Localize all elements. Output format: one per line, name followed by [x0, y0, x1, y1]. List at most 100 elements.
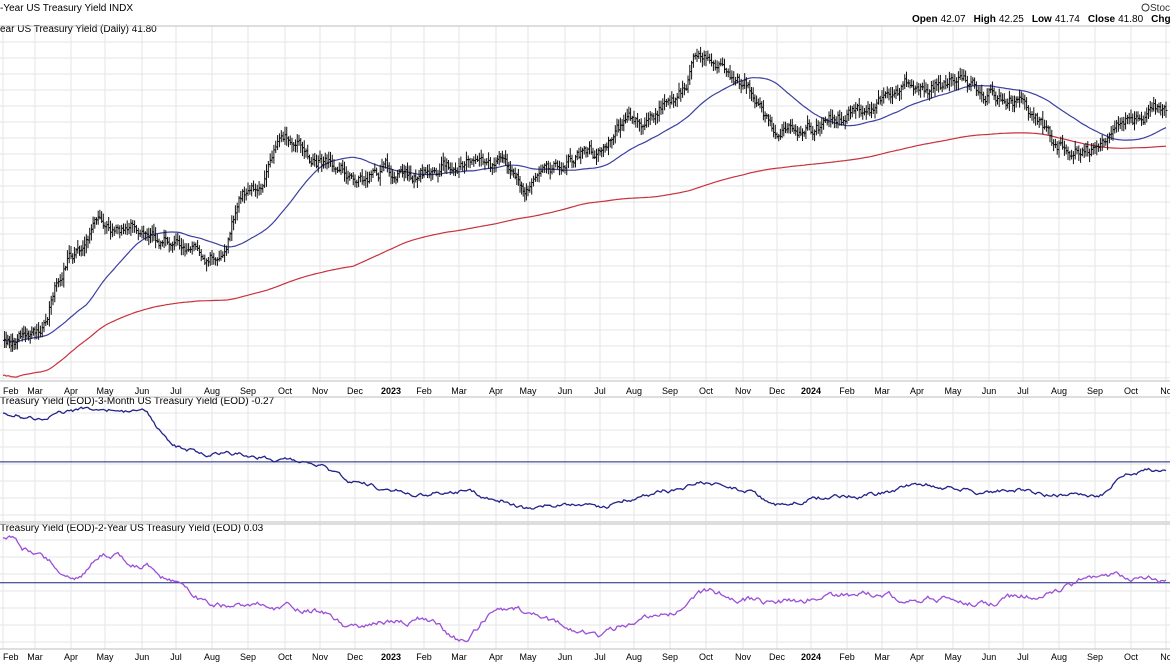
chart-title: -Year US Treasury Yield INDX — [0, 3, 133, 14]
x-tick-label: No — [1160, 652, 1170, 662]
x-tick-label: Aug — [1051, 386, 1067, 396]
x-tick-label: Apr — [64, 386, 78, 396]
ohlc-readout: Open42.07High42.25Low41.74Close41.80Chg+… — [912, 14, 1170, 25]
x-tick-label: Jun — [558, 652, 573, 662]
x-tick-label: Apr — [910, 386, 924, 396]
brand-logo: StockC — [1141, 3, 1170, 14]
ma-long-line — [2, 132, 1167, 378]
price-bars — [3, 46, 1168, 353]
x-tick-label: Jun — [982, 652, 997, 662]
x-tick-label: Jun — [135, 652, 150, 662]
x-tick-label: Nov — [735, 386, 752, 396]
x-tick-label: May — [519, 652, 537, 662]
x-tick-label: Oct — [699, 652, 714, 662]
x-tick-label: Feb — [416, 652, 432, 662]
x-tick-label: Dec — [347, 652, 364, 662]
brand-text: StockC — [1150, 3, 1170, 14]
x-tick-label: Jun — [135, 386, 150, 396]
x-tick-label: May — [519, 386, 537, 396]
price-bar — [1164, 101, 1168, 118]
panel-background — [0, 524, 1170, 649]
x-tick-label: 2023 — [381, 652, 401, 662]
x-tick-label: Oct — [278, 386, 293, 396]
ohlc-label-high: High — [974, 14, 996, 25]
panel-background — [0, 397, 1170, 522]
x-tick-label: Feb — [416, 386, 432, 396]
x-tick-label: 2024 — [801, 386, 821, 396]
x-tick-label: Aug — [626, 652, 642, 662]
ohlc-label-close: Close — [1088, 14, 1116, 25]
price-panel-x-axis: Feb Mar Apr May Jun Jul Aug Sep Oct Nov Dec 2023 Feb… — [3, 386, 1170, 396]
x-tick-label: No — [1160, 386, 1170, 396]
x-tick-label: Jul — [594, 386, 606, 396]
x-tick-label: 2024 — [801, 652, 821, 662]
x-tick-label: Aug — [626, 386, 642, 396]
x-tick-label: Feb — [3, 386, 19, 396]
ohlc-label-low: Low — [1032, 14, 1052, 25]
panel-borders — [0, 25, 1170, 650]
x-tick-label: Sep — [662, 386, 678, 396]
x-tick-label: Mar — [874, 652, 890, 662]
spread2-panel-x-axis: Feb Mar Apr May Jun Jul Aug Sep Oct Nov Dec 2023 Feb… — [3, 652, 1170, 662]
ohlc-value-high: 42.25 — [999, 14, 1024, 25]
x-tick-label: Feb — [839, 386, 855, 396]
x-tick-label: Aug — [1051, 652, 1067, 662]
ohlc-label-chg: Chg — [1151, 14, 1170, 25]
x-tick-label: Aug — [204, 652, 220, 662]
x-tick-label: Apr — [910, 652, 924, 662]
x-tick-label: Oct — [1124, 386, 1139, 396]
ohlc-value-close: 41.80 — [1118, 14, 1143, 25]
x-tick-label: Dec — [769, 652, 786, 662]
x-tick-label: May — [944, 386, 962, 396]
x-tick-label: Feb — [3, 652, 19, 662]
x-tick-label: Jun — [982, 386, 997, 396]
x-tick-label: Aug — [204, 386, 220, 396]
x-tick-label: Sep — [240, 652, 256, 662]
x-tick-label: Mar — [27, 386, 43, 396]
ohlc-value-open: 42.07 — [941, 14, 966, 25]
spread2-series — [0, 535, 1170, 643]
x-tick-label: Oct — [278, 652, 293, 662]
x-tick-label: Jul — [170, 386, 182, 396]
x-tick-label: Apr — [489, 652, 503, 662]
x-tick-label: Mar — [27, 652, 43, 662]
x-tick-label: Mar — [874, 386, 890, 396]
spread1-line — [2, 406, 1167, 510]
x-tick-label: Nov — [312, 386, 329, 396]
x-tick-label: Sep — [240, 386, 256, 396]
ohlc-value-low: 41.74 — [1055, 14, 1080, 25]
ma-long-series — [2, 132, 1167, 378]
x-tick-label: Nov — [312, 652, 329, 662]
x-tick-label: Mar — [451, 386, 467, 396]
x-tick-label: Dec — [769, 386, 786, 396]
x-tick-label: Sep — [662, 652, 678, 662]
x-tick-label: Apr — [64, 652, 78, 662]
spread2-line — [2, 535, 1167, 643]
x-tick-label: Jun — [558, 386, 573, 396]
x-tick-label: Jul — [170, 652, 182, 662]
x-tick-label: Apr — [489, 386, 503, 396]
x-tick-label: Nov — [735, 652, 752, 662]
ohlc-label-open: Open — [912, 14, 938, 25]
x-tick-label: Jul — [1017, 386, 1029, 396]
spread1-series — [0, 406, 1170, 510]
x-tick-label: Sep — [1087, 652, 1103, 662]
spread2-panel-label: Treasury Yield (EOD)-2-Year US Treasury … — [0, 523, 264, 534]
x-tick-label: Mar — [451, 652, 467, 662]
spread1-panel-grid — [0, 397, 1170, 522]
x-tick-label: Jul — [594, 652, 606, 662]
x-tick-label: May — [944, 652, 962, 662]
price-panel-label: ear US Treasury Yield (Daily) 41.80 — [0, 24, 157, 35]
x-tick-label: Dec — [347, 386, 364, 396]
spread2-panel-grid — [0, 524, 1170, 649]
x-tick-label: Feb — [839, 652, 855, 662]
x-tick-label: May — [96, 652, 114, 662]
x-tick-label: 2023 — [381, 386, 401, 396]
x-tick-label: Oct — [1124, 652, 1139, 662]
x-tick-label: Sep — [1087, 386, 1103, 396]
x-tick-label: Oct — [699, 386, 714, 396]
x-tick-label: May — [96, 386, 114, 396]
x-tick-label: Jul — [1017, 652, 1029, 662]
